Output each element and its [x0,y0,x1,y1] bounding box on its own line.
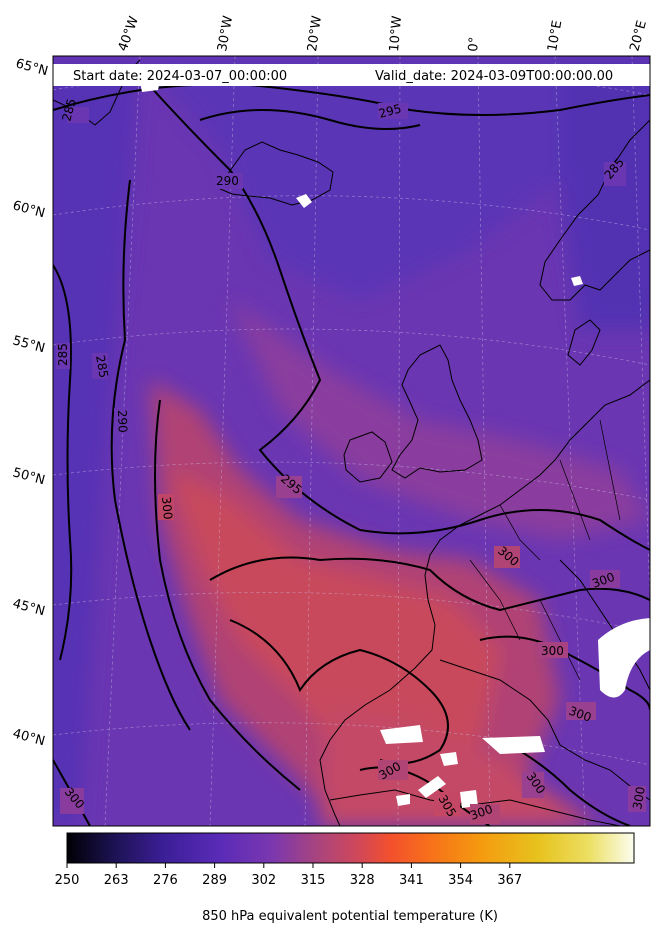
patch-balkans [482,736,545,754]
lon-label: 10°W [387,15,405,52]
start-date-text: Start date: 2024-03-07_00:00:00 [73,69,287,84]
patch-atlas-2 [460,790,478,808]
valid-date-text: Valid_date: 2024-03-09T00:00:00.00 [375,69,613,84]
colorbar-tick-label: 367 [497,873,522,888]
cold-region-north [140,56,560,300]
colorbar-label: 850 hPa equivalent potential temperature… [202,909,498,924]
colorbar: 250 263 276 289 302 315 328 341 354 367 850 hPa e… [55,832,635,924]
iberia-coast [439,659,650,801]
contour-300-loop [229,619,449,765]
longitude-labels: 40°W 30°W 20°W 10°W 0° 10°E 20°E [116,14,650,53]
patch-iberia-1 [380,725,423,744]
colorbar-bar [66,832,635,864]
contour-290-mid [199,109,421,130]
lat-label: 55°N [11,333,47,356]
colorbar-ticks: 250 263 276 289 302 315 328 341 354 367 [55,863,522,888]
lat-label: 65°N [14,56,50,79]
contour-label: 295 [377,101,403,120]
contour-label: 300 [159,496,175,520]
band-mid [230,300,650,540]
ireland-coast [343,431,393,483]
map-panel: 285 295 290 285 285 285 290 295 300 300 … [53,56,650,826]
contour-label: 285 [56,343,70,366]
colorbar-tick-label: 250 [55,873,80,888]
colorbar-tick-label: 328 [350,873,375,888]
lon-label: 40°W [116,14,142,53]
continent-coast [319,379,650,826]
contour-label: 290 [115,410,130,433]
denmark-coast [567,319,601,366]
contour-285-west [53,264,73,661]
italy-coast [559,559,650,691]
patch-alps [598,618,650,698]
lon-label: 20°W [305,15,325,53]
borders [469,419,621,681]
contour-label: 300 [541,644,564,658]
colorbar-tick-label: 263 [104,873,129,888]
colorbar-tick-label: 289 [202,873,227,888]
lon-label: 0° [466,36,482,52]
patch-norway [571,276,583,286]
colorbar-tick-label: 302 [251,873,276,888]
iceland-coast [217,141,334,206]
contour-300-east [479,635,650,711]
contour-label: 300 [630,786,648,811]
patch-atlas-3 [396,794,410,806]
colorbar-tick-label: 315 [301,873,326,888]
patch-iceland [296,194,312,208]
contour-label: 285 [59,97,78,123]
lat-label: 50°N [11,465,47,488]
header-bar [53,64,650,86]
contour-300-mid [209,556,650,612]
contour-label: 290 [216,174,239,188]
lat-label: 45°N [11,596,47,619]
colorbar-tick-label: 276 [153,873,178,888]
latitude-labels: 65°N 60°N 55°N 50°N 45°N 40°N [11,56,50,749]
cold-region-west [53,60,140,826]
patch-atlas-1 [418,776,446,798]
lat-label: 60°N [11,198,47,221]
contour-290-west [110,179,191,731]
lat-label: 40°N [11,726,47,749]
missing-data [140,80,650,808]
cold-region-northeast [560,56,650,330]
map-frame [52,55,651,827]
contour-labels: 285 295 290 285 285 285 290 295 300 300 … [56,97,648,824]
great-britain-coast [391,344,483,479]
colorbar-tick-label: 354 [448,873,473,888]
patch-iberia-2 [440,752,458,766]
lon-label: 10°E [545,19,565,52]
warm-core [170,470,500,790]
colorbar-tick-label: 341 [399,873,424,888]
contour-label: 285 [93,354,111,379]
contour-300-west [154,399,301,791]
lon-label: 20°E [627,19,650,53]
lon-label: 30°W [215,15,236,53]
